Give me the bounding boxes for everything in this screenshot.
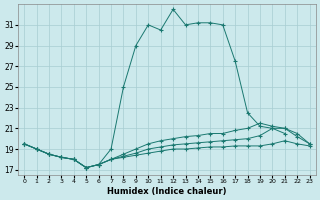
X-axis label: Humidex (Indice chaleur): Humidex (Indice chaleur) (107, 187, 227, 196)
